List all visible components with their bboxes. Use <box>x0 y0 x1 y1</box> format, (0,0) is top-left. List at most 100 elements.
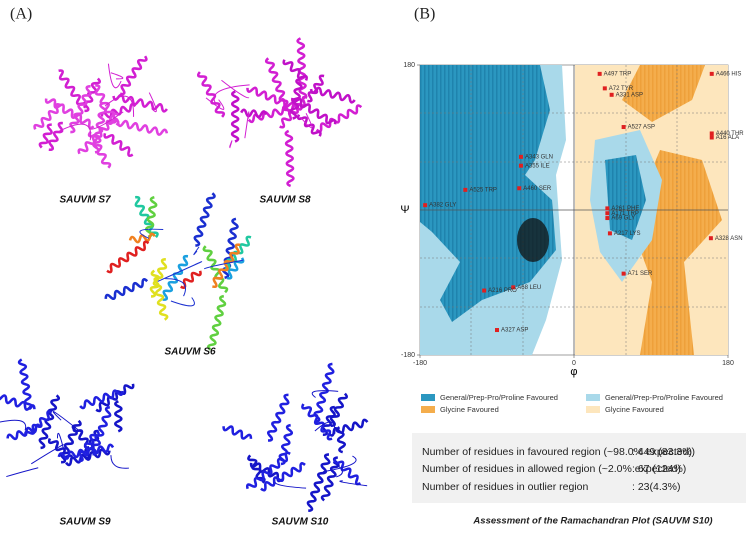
legend-label: Glycine Favoured <box>605 405 664 414</box>
helix <box>247 454 266 484</box>
panel-label: (B) <box>414 6 435 23</box>
helix <box>212 243 241 289</box>
caption: Assessment of the Ramachandran Plot (SAU… <box>472 516 712 527</box>
loop <box>52 411 82 433</box>
helix <box>104 278 149 301</box>
helix <box>44 98 95 130</box>
loop <box>229 140 233 149</box>
residue-label: A525 TRP <box>469 187 497 193</box>
loop <box>205 97 225 110</box>
loop <box>322 455 357 473</box>
plot-regions <box>419 64 729 356</box>
stat-value: : 23(4.3%) <box>632 481 680 493</box>
residue-label: A497 TRP <box>604 71 632 77</box>
helix <box>202 245 229 294</box>
helix <box>180 270 202 289</box>
loop <box>30 443 64 465</box>
loop <box>56 432 65 453</box>
loop <box>56 123 92 141</box>
structure-label: SAUVM S9 <box>59 517 111 528</box>
residue-point <box>609 92 614 97</box>
residue-point <box>709 131 714 136</box>
stats-box <box>412 433 746 503</box>
helix <box>278 423 294 466</box>
residue-label: A460 SER <box>523 186 552 192</box>
helix <box>65 448 111 467</box>
helix <box>296 114 322 137</box>
structure-label: SAUVM S8 <box>259 195 311 206</box>
structure-label: SAUVM S6 <box>164 347 216 358</box>
loop <box>104 95 135 117</box>
structure-label: SAUVM S10 <box>272 517 329 528</box>
helix <box>114 400 123 433</box>
loop <box>139 228 164 239</box>
residue-label: A68 LEU <box>517 285 541 291</box>
helix <box>333 458 361 486</box>
residue-point <box>605 206 610 211</box>
loop <box>339 480 368 487</box>
residue-label: A16 ALA <box>716 135 739 141</box>
helix <box>24 410 53 437</box>
y-axis-label: Ψ <box>400 204 409 216</box>
helix <box>162 254 189 301</box>
helix <box>95 383 135 413</box>
x-axis-label: φ <box>570 366 577 378</box>
helix <box>69 85 92 134</box>
helix <box>313 362 335 423</box>
residue-point <box>518 163 523 168</box>
helix <box>119 55 148 96</box>
helix <box>246 86 295 109</box>
loop <box>274 482 307 489</box>
residue-point <box>518 154 523 159</box>
helix <box>128 232 156 244</box>
residue-point <box>709 71 714 76</box>
residue-label: A216 PRO <box>488 288 517 294</box>
x-tick-label: 0 <box>572 360 576 367</box>
helix <box>78 430 100 463</box>
legend: General/Prep-Pro/Proline Favoured Glycin… <box>421 393 723 414</box>
x-tick-label: 180 <box>722 360 734 367</box>
helix <box>6 423 42 441</box>
stat-label: Number of residues in outlier region <box>422 481 588 493</box>
loop <box>314 421 336 434</box>
helix <box>0 394 36 411</box>
helix <box>145 196 158 239</box>
helix <box>296 37 308 100</box>
helix <box>106 240 150 274</box>
helix <box>249 462 283 483</box>
loop <box>203 259 244 270</box>
helix <box>222 425 253 440</box>
residue-point <box>597 71 602 76</box>
residue-label: A328 ASN <box>715 236 743 242</box>
residue-point <box>423 203 428 208</box>
residue-label: A343 GLN <box>525 154 553 160</box>
residue-label: A466 HIS <box>716 71 742 77</box>
residue-point <box>621 271 626 276</box>
loop <box>213 84 250 104</box>
helix <box>17 358 34 411</box>
loop <box>244 111 250 139</box>
residue-label: A217 LYS <box>614 231 641 237</box>
residue-point <box>482 288 487 293</box>
stat-value: : 449 (83.3%) <box>632 446 695 458</box>
helix <box>226 257 245 280</box>
helix <box>58 69 87 109</box>
residue-point <box>709 135 714 140</box>
panel-label: (A) <box>10 6 32 23</box>
loop <box>157 261 202 282</box>
residue-point <box>605 211 610 216</box>
stat-value: : 67 (124%) <box>632 463 686 475</box>
residue-label: A331 ASP <box>616 92 643 98</box>
protein-structures <box>0 37 369 513</box>
helix <box>87 130 112 169</box>
residue-label: A261 PHE <box>611 206 639 212</box>
x-tick-label: -180 <box>413 360 427 367</box>
residue-label: A440 THR <box>716 131 745 137</box>
helix <box>301 403 333 441</box>
loop <box>0 419 27 431</box>
legend-label: General/Prep-Pro/Proline Favoured <box>440 393 558 402</box>
helix <box>207 294 227 351</box>
helix <box>112 93 168 113</box>
residue-point <box>708 236 713 241</box>
